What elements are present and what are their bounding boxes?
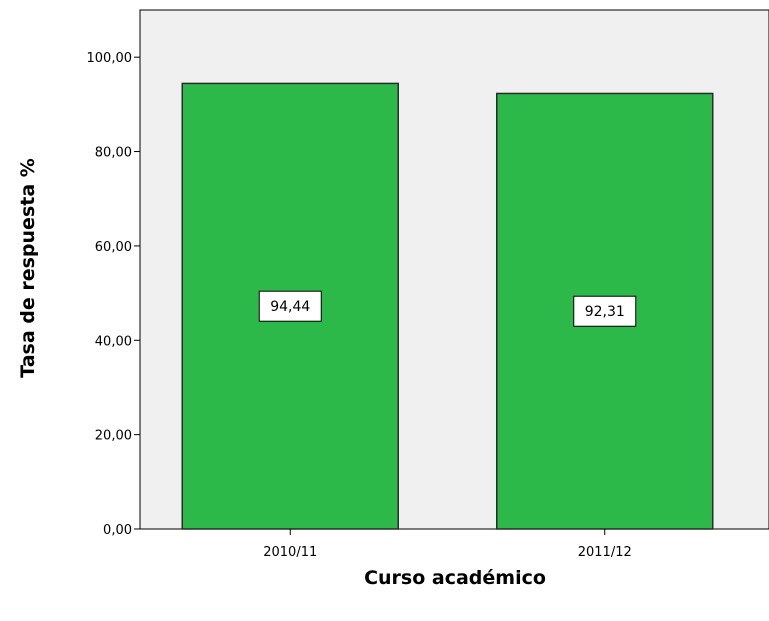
y-tick-label: 0,00 (103, 523, 132, 538)
y-tick-label: 80,00 (95, 146, 132, 161)
bar-value-label: 92,31 (585, 304, 625, 320)
x-tick-label: 2011/12 (578, 545, 632, 560)
y-tick-label: 100,00 (87, 51, 133, 66)
x-tick-label: 2010/11 (263, 545, 317, 560)
x-axis-title: Curso académico (364, 567, 546, 589)
y-tick-label: 40,00 (95, 334, 132, 349)
y-tick-label: 60,00 (95, 240, 132, 255)
axes-layer: 2010/11 2011/12 0,00 20,00 40,00 60,00 80,00 10… (87, 51, 632, 560)
bar-value-label: 94,44 (270, 299, 310, 315)
y-tick-label: 20,00 (95, 429, 132, 444)
bar-value-box (573, 295, 637, 327)
value-labels-layer: 94,44 92,31 (258, 290, 637, 327)
y-axis-title: Tasa de respuesta % (17, 158, 39, 378)
bar-value-box (258, 290, 322, 322)
